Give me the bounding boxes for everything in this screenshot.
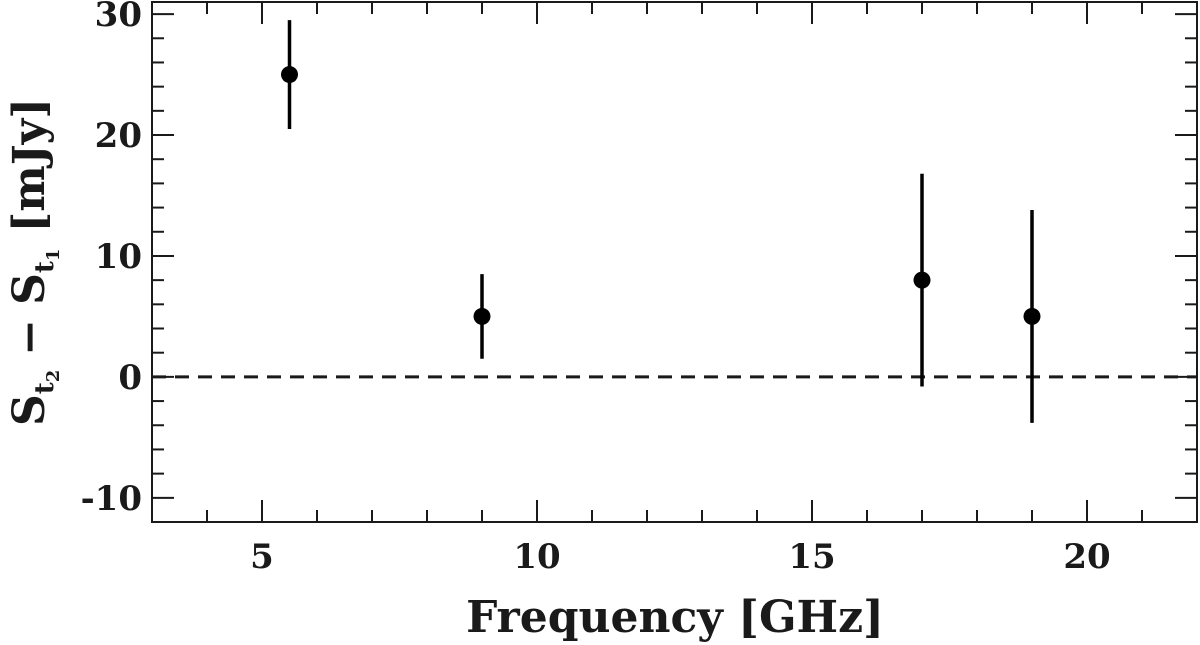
y-label-lead2: S	[4, 273, 55, 305]
y-tick-label: 10	[95, 237, 142, 277]
y-axis-title: St2−St1[mJy]	[4, 98, 64, 426]
y-label-sub2: t	[30, 261, 60, 273]
tick-labels: 5 10 15 20 -10 0 10 20 30	[81, 0, 1111, 577]
x-tick-label: 10	[513, 537, 560, 577]
y-label-sub1-index: 2	[43, 370, 64, 383]
x-tick-label: 20	[1063, 537, 1110, 577]
y-tick-label: 20	[95, 116, 142, 156]
y-tick-label: 0	[118, 358, 142, 398]
y-tick-label: -10	[81, 479, 142, 519]
x-tick-label: 15	[788, 537, 835, 577]
y-tick-label: 30	[95, 0, 142, 35]
y-label-sub2-index: 1	[43, 249, 64, 262]
data-point	[281, 66, 298, 84]
axis-ticks	[151, 2, 1198, 523]
y-label-lead: S	[4, 394, 55, 426]
y-label-minus: −	[4, 319, 55, 356]
plot-area	[151, 1, 1198, 523]
error-bars	[287, 20, 1034, 423]
x-axis-title: Frequency [GHz]	[466, 592, 884, 643]
y-label-sub1: t	[30, 382, 60, 394]
svg-text:St2−St1[mJy]: St2−St1[mJy]	[4, 98, 64, 426]
x-tick-label: 5	[250, 537, 274, 577]
data-points	[281, 66, 1041, 325]
plot-frame	[151, 1, 1198, 523]
data-point	[1023, 307, 1041, 325]
y-label-unit: [mJy]	[4, 98, 55, 233]
data-point	[473, 307, 491, 325]
data-point	[913, 271, 931, 289]
